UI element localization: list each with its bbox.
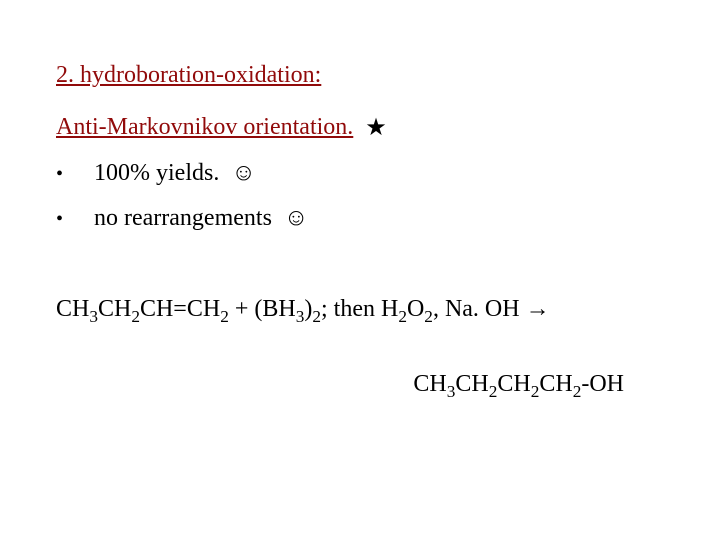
- bullet-label: 100% yields.: [94, 160, 219, 186]
- subheading: Anti-Markovnikov orientation.: [56, 114, 353, 141]
- equation-line-1: CH3CH2CH=CH2 + (BH3)2; then H2O2, Na. OH…: [56, 296, 664, 323]
- bullet-label: no rearrangements: [94, 205, 272, 231]
- section-heading: 2. hydroboration-oxidation:: [56, 62, 664, 89]
- bullet-text: 100% yields. ☺: [94, 160, 256, 187]
- equation-line-2: CH3CH2CH2CH2-OH: [56, 371, 664, 398]
- bullet-marker: •: [56, 208, 94, 231]
- slide-content: 2. hydroboration-oxidation: Anti-Markovn…: [0, 0, 720, 398]
- bullet-item: • 100% yields. ☺: [56, 160, 664, 187]
- bullet-item: • no rearrangements ☺: [56, 205, 664, 232]
- smiley-icon: ☺: [284, 205, 309, 232]
- smiley-icon: ☺: [231, 160, 256, 187]
- star-icon: ★: [365, 113, 387, 142]
- bullet-marker: •: [56, 163, 94, 186]
- bullet-text: no rearrangements ☺: [94, 205, 308, 232]
- equation-block: CH3CH2CH=CH2 + (BH3)2; then H2O2, Na. OH…: [56, 296, 664, 398]
- subheading-row: Anti-Markovnikov orientation. ★: [56, 113, 664, 142]
